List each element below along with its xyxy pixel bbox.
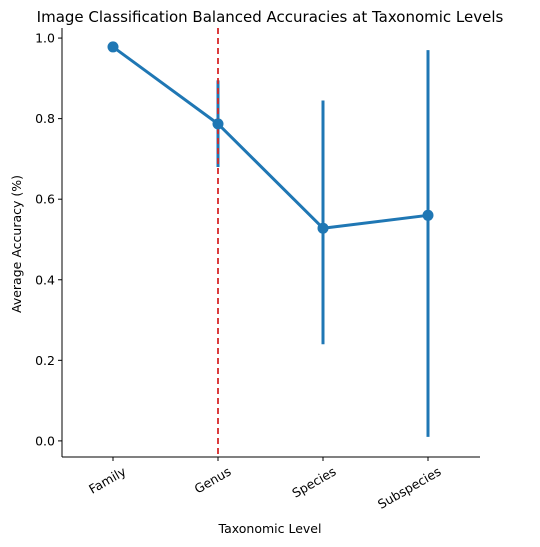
x-tick-label: Subspecies: [375, 464, 444, 512]
y-tick-label: 0.2: [35, 353, 55, 368]
series-line: [112, 45, 429, 230]
data-point: [317, 222, 329, 234]
data-point: [107, 41, 119, 53]
y-tick-label: 0.8: [35, 111, 55, 126]
y-tick-label: 0.6: [35, 192, 55, 207]
y-tick-label: 1.0: [35, 31, 55, 46]
y-axis-label: Average Accuracy (%): [9, 175, 24, 313]
x-tick-label: Species: [289, 464, 338, 501]
data-point: [422, 209, 434, 221]
y-tick-label: 0.4: [35, 272, 55, 287]
y-tick-label: 0.0: [35, 433, 55, 448]
x-tick-label: Family: [86, 463, 129, 496]
data-point: [212, 118, 224, 130]
x-tick-label: Genus: [192, 464, 234, 497]
x-axis-label: Taxonomic Level: [218, 521, 322, 536]
plot-area: 0.0 0.2 0.4 0.6 0.8 1.0 Family Genus Species Subs…: [35, 28, 480, 512]
chart-title: Image Classification Balanced Accuracies…: [37, 8, 504, 26]
